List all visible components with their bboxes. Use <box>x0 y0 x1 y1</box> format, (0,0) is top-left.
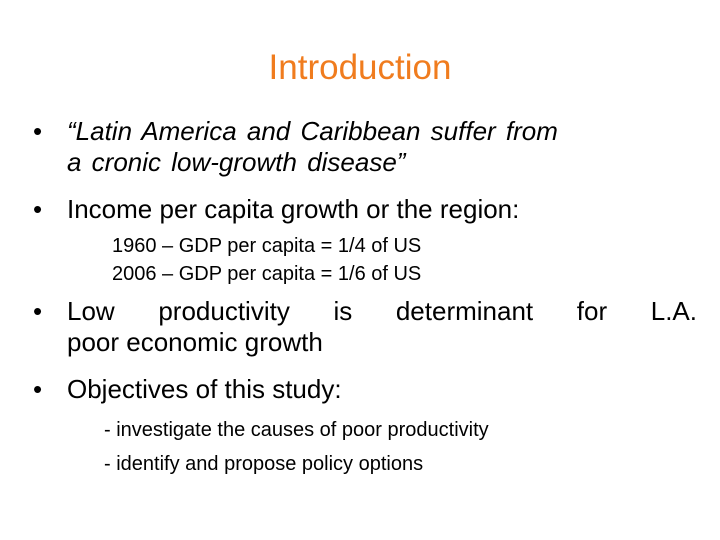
objective-item: - investigate the causes of poor product… <box>104 419 489 441</box>
bullet-dot: • <box>33 374 43 404</box>
bullet-line: Income per capita growth or the region: <box>67 194 520 224</box>
bullet-dot: • <box>33 296 43 326</box>
bullet-line: Objectives of this study: <box>67 374 342 404</box>
bullet-dot: • <box>33 116 43 146</box>
slide-title: Introduction <box>268 48 452 87</box>
bullet-text: “Latin America and Caribbean suffer from… <box>67 116 697 178</box>
income-point-1960: 1960 – GDP per capita = 1/4 of US <box>112 235 422 257</box>
bullet-text: Low productivity is determinant for L.A.… <box>67 296 697 358</box>
bullet-line: poor economic growth <box>67 327 323 357</box>
bullet-line: a cronic low-growth disease” <box>67 147 406 177</box>
income-point-2006: 2006 – GDP per capita = 1/6 of US <box>112 263 422 285</box>
objective-item: - identify and propose policy options <box>104 453 424 475</box>
bullet-text: Income per capita growth or the region: <box>67 194 697 225</box>
bullet-line: Low productivity is determinant for L.A. <box>67 296 697 326</box>
bullet-text: Objectives of this study: <box>67 374 697 405</box>
bullet-line: “Latin America and Caribbean suffer from <box>67 116 558 146</box>
bullet-dot: • <box>33 194 43 224</box>
